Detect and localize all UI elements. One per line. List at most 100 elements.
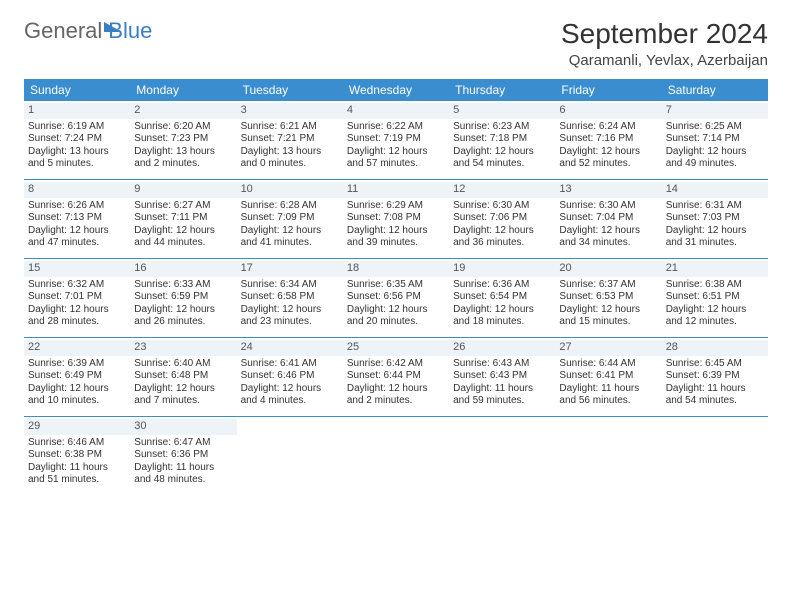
daylight-text: Daylight: 12 hours [134, 304, 232, 317]
day-number-row: 12 [449, 182, 555, 198]
day-number-row: 20 [555, 261, 661, 277]
day-number: 23 [134, 341, 146, 353]
day-number: 19 [453, 262, 465, 274]
week-row: 22Sunrise: 6:39 AMSunset: 6:49 PMDayligh… [24, 338, 768, 417]
day-number-row: 25 [343, 340, 449, 356]
calendar: SundayMondayTuesdayWednesdayThursdayFrid… [24, 79, 768, 495]
day-number-row: 23 [130, 340, 236, 356]
day-cell: 28Sunrise: 6:45 AMSunset: 6:39 PMDayligh… [662, 338, 768, 416]
sunset-text: Sunset: 7:04 PM [559, 212, 657, 225]
sunrise-text: Sunrise: 6:26 AM [28, 200, 126, 213]
sunrise-text: Sunrise: 6:41 AM [241, 358, 339, 371]
sunset-text: Sunset: 6:41 PM [559, 370, 657, 383]
header: General Blue September 2024 Qaramanli, Y… [24, 18, 768, 69]
daylight-text: and 15 minutes. [559, 316, 657, 329]
empty-cell [555, 417, 661, 495]
daylight-text: Daylight: 13 hours [28, 146, 126, 159]
sunset-text: Sunset: 6:53 PM [559, 291, 657, 304]
day-number: 9 [134, 183, 140, 195]
day-number-row: 28 [662, 340, 768, 356]
daylight-text: Daylight: 12 hours [559, 225, 657, 238]
day-of-week-header: Monday [130, 79, 236, 101]
daylight-text: Daylight: 12 hours [134, 383, 232, 396]
daylight-text: Daylight: 12 hours [666, 225, 764, 238]
sunset-text: Sunset: 7:13 PM [28, 212, 126, 225]
sunrise-text: Sunrise: 6:35 AM [347, 279, 445, 292]
day-of-week-header: Friday [555, 79, 661, 101]
daylight-text: Daylight: 12 hours [347, 304, 445, 317]
day-number: 22 [28, 341, 40, 353]
days-of-week-row: SundayMondayTuesdayWednesdayThursdayFrid… [24, 79, 768, 101]
day-cell: 22Sunrise: 6:39 AMSunset: 6:49 PMDayligh… [24, 338, 130, 416]
daylight-text: Daylight: 12 hours [453, 304, 551, 317]
day-cell: 24Sunrise: 6:41 AMSunset: 6:46 PMDayligh… [237, 338, 343, 416]
daylight-text: Daylight: 12 hours [453, 146, 551, 159]
sunset-text: Sunset: 6:43 PM [453, 370, 551, 383]
day-cell: 2Sunrise: 6:20 AMSunset: 7:23 PMDaylight… [130, 101, 236, 179]
daylight-text: and 54 minutes. [453, 158, 551, 171]
daylight-text: and 56 minutes. [559, 395, 657, 408]
daylight-text: and 59 minutes. [453, 395, 551, 408]
sunset-text: Sunset: 6:39 PM [666, 370, 764, 383]
daylight-text: Daylight: 12 hours [241, 383, 339, 396]
sunrise-text: Sunrise: 6:46 AM [28, 437, 126, 450]
sunrise-text: Sunrise: 6:24 AM [559, 121, 657, 134]
day-cell: 11Sunrise: 6:29 AMSunset: 7:08 PMDayligh… [343, 180, 449, 258]
daylight-text: and 7 minutes. [134, 395, 232, 408]
day-number-row: 9 [130, 182, 236, 198]
sunrise-text: Sunrise: 6:21 AM [241, 121, 339, 134]
daylight-text: Daylight: 12 hours [666, 304, 764, 317]
day-number: 21 [666, 262, 678, 274]
daylight-text: Daylight: 12 hours [347, 146, 445, 159]
day-number-row: 5 [449, 103, 555, 119]
daylight-text: and 31 minutes. [666, 237, 764, 250]
day-cell: 9Sunrise: 6:27 AMSunset: 7:11 PMDaylight… [130, 180, 236, 258]
daylight-text: and 26 minutes. [134, 316, 232, 329]
sunset-text: Sunset: 7:23 PM [134, 133, 232, 146]
daylight-text: Daylight: 12 hours [666, 146, 764, 159]
sunrise-text: Sunrise: 6:45 AM [666, 358, 764, 371]
day-number: 20 [559, 262, 571, 274]
day-number-row: 14 [662, 182, 768, 198]
day-number-row: 13 [555, 182, 661, 198]
sunrise-text: Sunrise: 6:34 AM [241, 279, 339, 292]
sunset-text: Sunset: 6:36 PM [134, 449, 232, 462]
day-number: 8 [28, 183, 34, 195]
sunrise-text: Sunrise: 6:43 AM [453, 358, 551, 371]
day-number-row: 3 [237, 103, 343, 119]
daylight-text: Daylight: 13 hours [134, 146, 232, 159]
daylight-text: and 52 minutes. [559, 158, 657, 171]
sunrise-text: Sunrise: 6:47 AM [134, 437, 232, 450]
day-number: 2 [134, 104, 140, 116]
day-number-row: 29 [24, 419, 130, 435]
day-of-week-header: Saturday [662, 79, 768, 101]
day-cell: 13 Sunrise: 6:30 AMSunset: 7:04 PMDayligh… [555, 180, 661, 258]
sunset-text: Sunset: 7:16 PM [559, 133, 657, 146]
daylight-text: and 5 minutes. [28, 158, 126, 171]
daylight-text: and 12 minutes. [666, 316, 764, 329]
sunset-text: Sunset: 6:51 PM [666, 291, 764, 304]
location-label: Qaramanli, Yevlax, Azerbaijan [561, 52, 768, 69]
sunset-text: Sunset: 6:44 PM [347, 370, 445, 383]
daylight-text: Daylight: 11 hours [134, 462, 232, 475]
daylight-text: and 41 minutes. [241, 237, 339, 250]
brand-part1: General [24, 18, 102, 44]
daylight-text: and 20 minutes. [347, 316, 445, 329]
empty-cell [237, 417, 343, 495]
sunset-text: Sunset: 7:19 PM [347, 133, 445, 146]
day-cell: 12Sunrise: 6:30 AMSunset: 7:06 PMDayligh… [449, 180, 555, 258]
daylight-text: Daylight: 11 hours [28, 462, 126, 475]
daylight-text: and 10 minutes. [28, 395, 126, 408]
empty-cell [343, 417, 449, 495]
day-cell: 17Sunrise: 6:34 AMSunset: 6:58 PMDayligh… [237, 259, 343, 337]
daylight-text: and 23 minutes. [241, 316, 339, 329]
sunset-text: Sunset: 6:54 PM [453, 291, 551, 304]
sunrise-text: Sunrise: 6:30 AM [559, 200, 657, 213]
day-number: 27 [559, 341, 571, 353]
sunrise-text: Sunrise: 6:27 AM [134, 200, 232, 213]
daylight-text: Daylight: 12 hours [28, 383, 126, 396]
sunset-text: Sunset: 7:01 PM [28, 291, 126, 304]
daylight-text: and 51 minutes. [28, 474, 126, 487]
daylight-text: and 49 minutes. [666, 158, 764, 171]
day-number: 17 [241, 262, 253, 274]
